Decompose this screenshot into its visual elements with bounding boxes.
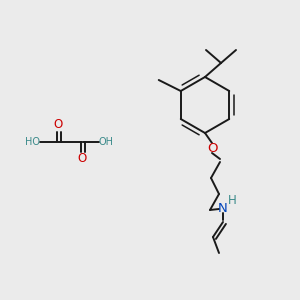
Text: OH: OH: [98, 137, 113, 147]
Text: N: N: [218, 202, 228, 214]
Text: HO: HO: [26, 137, 40, 147]
Text: O: O: [207, 142, 217, 154]
Text: O: O: [77, 152, 87, 166]
Text: O: O: [53, 118, 63, 131]
Text: H: H: [228, 194, 236, 208]
